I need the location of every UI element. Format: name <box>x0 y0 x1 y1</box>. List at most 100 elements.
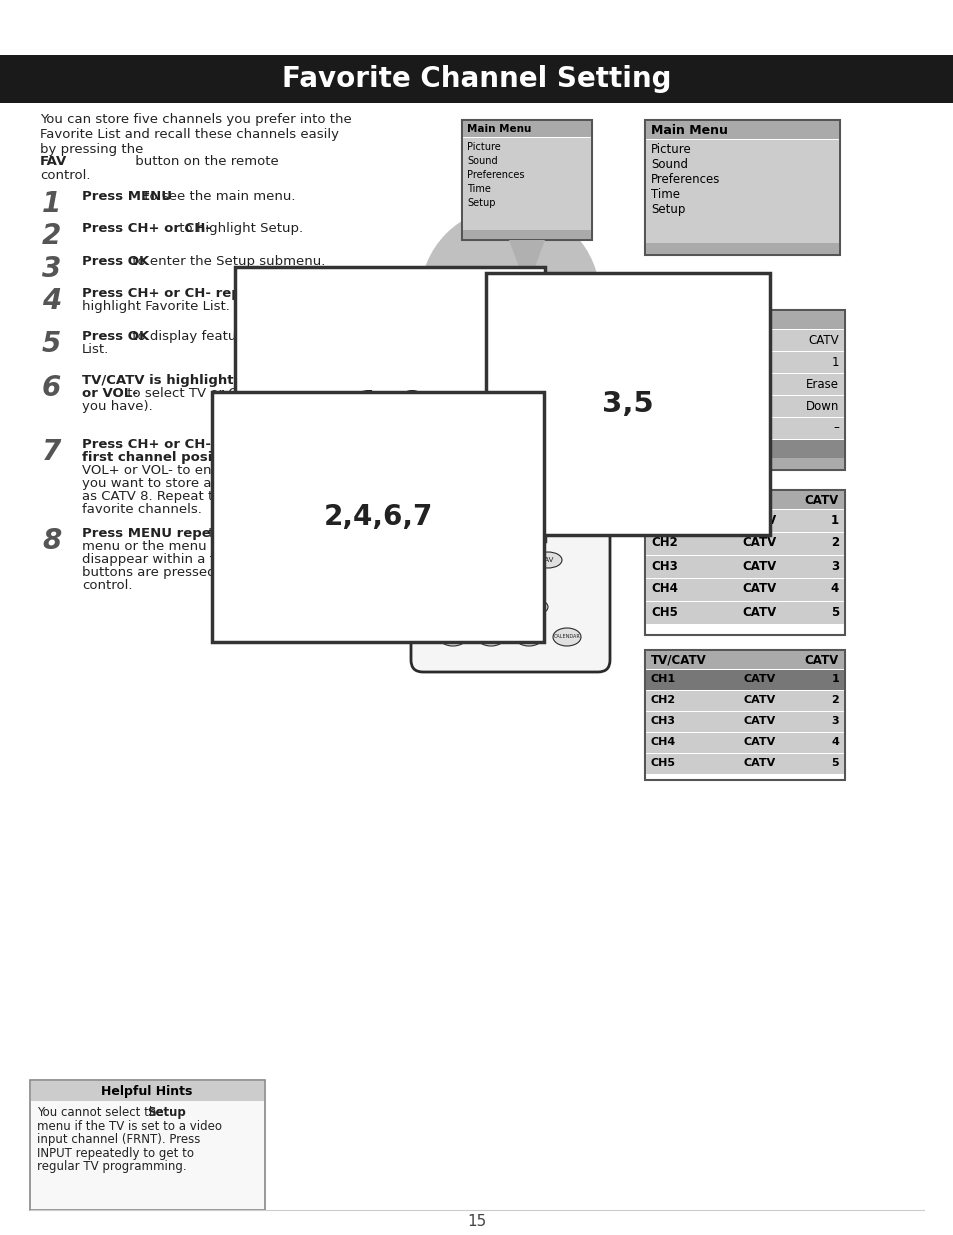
Text: INPUT repeatedly to get to: INPUT repeatedly to get to <box>37 1146 193 1160</box>
Text: MUTE: MUTE <box>499 484 519 490</box>
Text: Setup: Setup <box>650 314 691 326</box>
Ellipse shape <box>534 552 561 568</box>
Text: CH-: CH- <box>502 536 517 545</box>
Text: CATV: CATV <box>742 605 777 619</box>
Text: INSERT: INSERT <box>519 635 537 640</box>
Text: 3: 3 <box>830 559 838 573</box>
Ellipse shape <box>548 377 575 396</box>
Text: Setup: Setup <box>147 1107 186 1119</box>
Text: 4: 4 <box>830 737 838 747</box>
Ellipse shape <box>451 552 493 568</box>
Text: to display features of Favorite: to display features of Favorite <box>129 330 332 343</box>
Ellipse shape <box>515 629 542 646</box>
Text: CATV: CATV <box>743 695 776 705</box>
Text: VOL-: VOL- <box>451 508 472 516</box>
Text: CH2: CH2 <box>650 536 677 550</box>
Text: Time: Time <box>467 184 491 194</box>
Ellipse shape <box>548 408 575 427</box>
FancyBboxPatch shape <box>645 510 843 532</box>
Text: to: to <box>238 287 256 300</box>
Text: 2,4,6,7: 2,4,6,7 <box>323 503 433 531</box>
Text: CATV: CATV <box>743 737 776 747</box>
Ellipse shape <box>476 629 504 646</box>
Ellipse shape <box>514 347 539 367</box>
FancyBboxPatch shape <box>411 280 609 672</box>
Text: 3: 3 <box>42 254 61 283</box>
Text: CATV: CATV <box>743 716 776 726</box>
Text: OK: OK <box>501 482 517 492</box>
Text: You can store five channels you prefer into the
Favorite List and recall these c: You can store five channels you prefer i… <box>40 112 352 156</box>
Text: MTS: MTS <box>482 604 497 610</box>
Text: CATV: CATV <box>742 559 777 573</box>
Text: to enter the Setup submenu.: to enter the Setup submenu. <box>129 254 325 268</box>
FancyBboxPatch shape <box>0 56 953 103</box>
Text: Add/Erase: Add/Erase <box>650 378 710 390</box>
Text: GO BACK: GO BACK <box>456 557 487 563</box>
Ellipse shape <box>444 347 471 367</box>
Ellipse shape <box>479 317 505 337</box>
Text: 1
CH-1: 1 CH-1 <box>451 321 464 332</box>
Text: Down: Down <box>804 399 838 412</box>
FancyBboxPatch shape <box>645 243 838 254</box>
FancyBboxPatch shape <box>645 492 843 509</box>
Text: Press CH+ or CH- repeatedly: Press CH+ or CH- repeatedly <box>82 287 296 300</box>
FancyBboxPatch shape <box>645 713 843 732</box>
Text: Channel: Channel <box>650 356 699 368</box>
Text: to see the main menu.: to see the main menu. <box>140 190 295 203</box>
Text: CH3: CH3 <box>650 559 677 573</box>
Text: 5: 5 <box>830 605 838 619</box>
Text: 4: 4 <box>42 287 61 315</box>
Ellipse shape <box>514 408 539 427</box>
FancyBboxPatch shape <box>645 417 843 438</box>
Text: TV/CATV: TV/CATV <box>650 653 706 667</box>
Text: Main Menu: Main Menu <box>467 124 531 135</box>
Text: 3
DEF: 3 DEF <box>521 321 532 332</box>
Text: INPUT
0: INPUT 0 <box>485 411 500 422</box>
Text: CH1: CH1 <box>650 674 676 684</box>
Text: CALENDAR: CALENDAR <box>553 635 579 640</box>
Text: Press MENU: Press MENU <box>82 190 172 203</box>
Ellipse shape <box>444 317 471 337</box>
Text: 2: 2 <box>830 536 838 550</box>
Text: as CATV 8. Repeat to set the other four: as CATV 8. Repeat to set the other four <box>82 490 343 503</box>
Text: CH5: CH5 <box>650 758 676 768</box>
FancyBboxPatch shape <box>645 121 838 140</box>
Text: CATV: CATV <box>743 758 776 768</box>
Ellipse shape <box>479 347 505 367</box>
FancyBboxPatch shape <box>644 310 844 471</box>
FancyBboxPatch shape <box>645 352 843 373</box>
Text: regular TV programming.: regular TV programming. <box>37 1160 187 1173</box>
Text: SOUND: SOUND <box>518 604 541 610</box>
Text: 2: 2 <box>42 222 61 249</box>
Text: Auto Search: Auto Search <box>650 421 721 435</box>
Text: menu if the TV is set to a video: menu if the TV is set to a video <box>37 1119 222 1132</box>
FancyBboxPatch shape <box>431 303 589 466</box>
Text: 1: 1 <box>42 190 61 219</box>
Text: Press CH+ or CH-: Press CH+ or CH- <box>82 222 211 235</box>
Text: 2: 2 <box>830 695 838 705</box>
Text: DOTPAN: DOTPAN <box>442 635 462 640</box>
FancyBboxPatch shape <box>645 374 843 395</box>
Text: disappear within a few seconds if no: disappear within a few seconds if no <box>82 553 326 566</box>
Text: button on the remote: button on the remote <box>131 156 278 168</box>
Text: –: – <box>832 421 838 435</box>
Text: you want to store at this position, such: you want to store at this position, such <box>82 477 342 490</box>
Text: input channel (FRNT). Press: input channel (FRNT). Press <box>37 1132 200 1146</box>
Polygon shape <box>509 240 544 288</box>
Text: CATV: CATV <box>742 514 777 526</box>
Text: 8
TUV: 8 TUV <box>487 382 498 393</box>
FancyBboxPatch shape <box>645 601 843 624</box>
Text: Preferences: Preferences <box>467 170 524 180</box>
Text: CH4: CH4 <box>650 583 678 595</box>
Text: Manual: Manual <box>650 399 693 412</box>
FancyBboxPatch shape <box>30 1081 264 1100</box>
Text: TV/CATV: TV/CATV <box>650 494 706 506</box>
Text: 1: 1 <box>831 356 838 368</box>
Text: 3: 3 <box>830 716 838 726</box>
Ellipse shape <box>444 377 471 396</box>
Ellipse shape <box>553 629 580 646</box>
Text: favorite channels.: favorite channels. <box>82 503 202 516</box>
FancyBboxPatch shape <box>30 1079 265 1210</box>
Text: highlight Favorite List.: highlight Favorite List. <box>82 300 230 312</box>
Text: 7
PQRS: 7 PQRS <box>450 382 465 393</box>
